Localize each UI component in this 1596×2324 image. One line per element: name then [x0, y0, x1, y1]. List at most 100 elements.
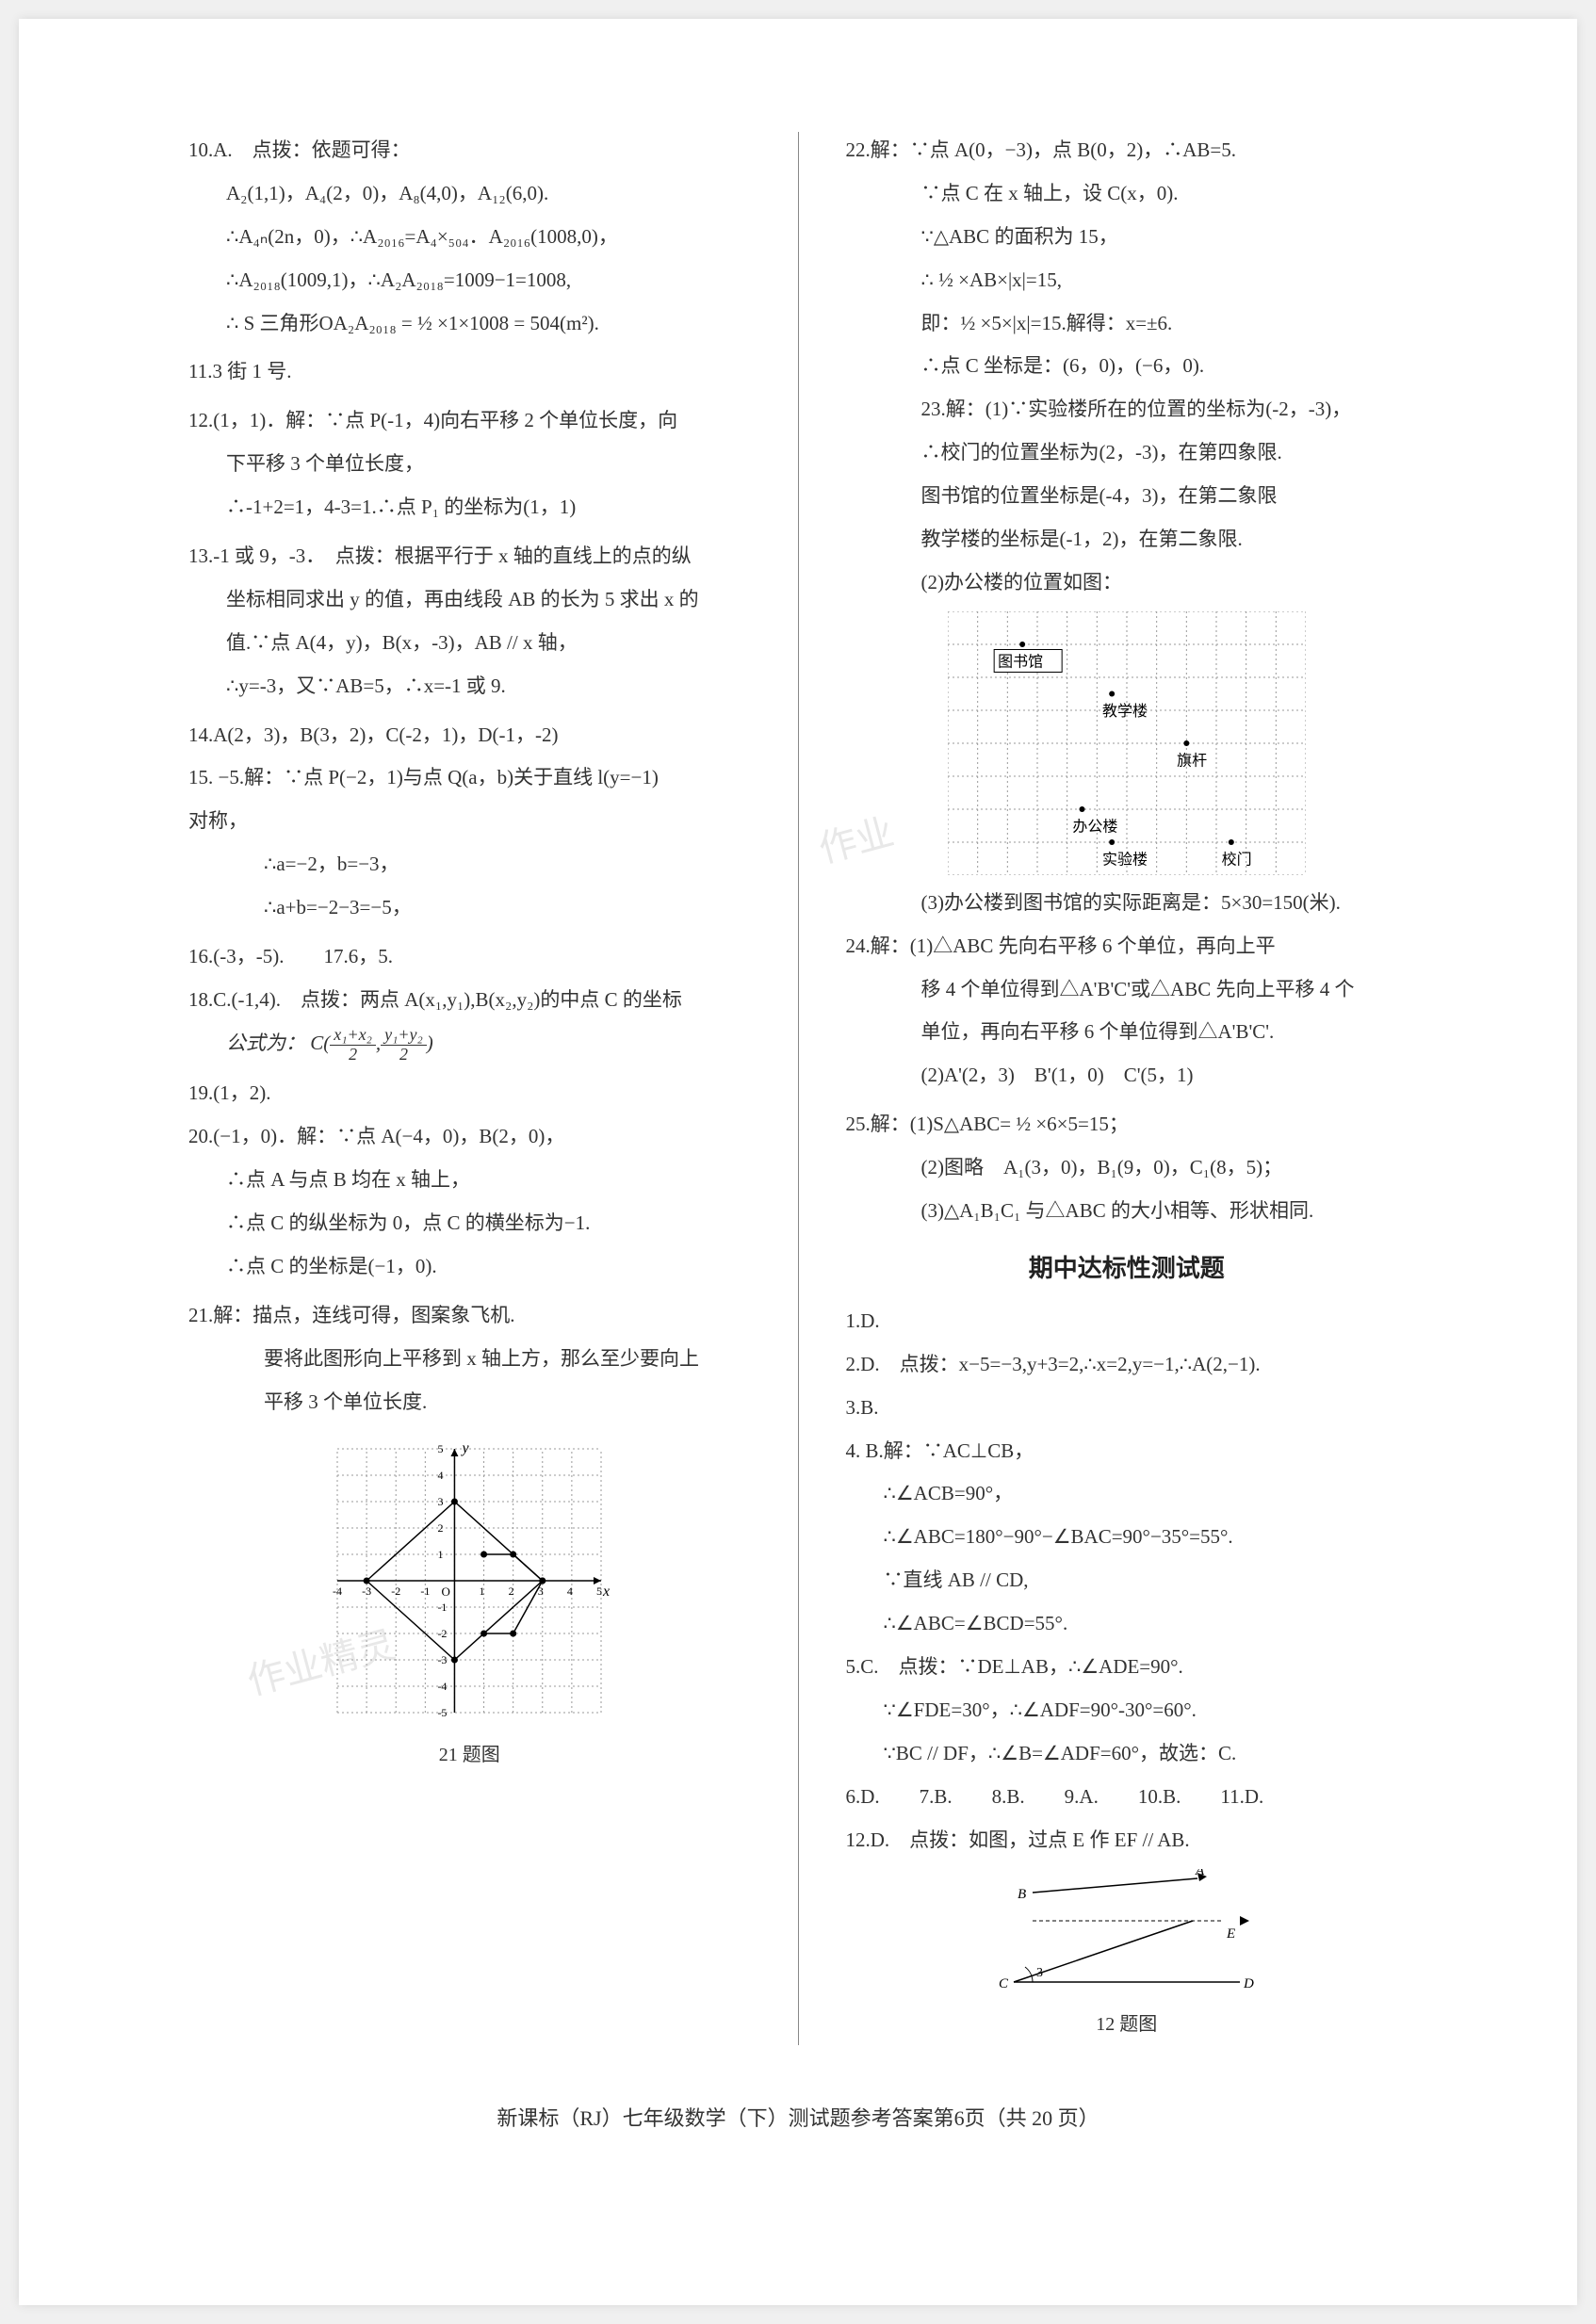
m4-head: 4. B.解：∵AC⊥CB，: [846, 1433, 1409, 1471]
q11: 11.3 街 1 号.: [188, 353, 751, 391]
svg-text:1: 1: [438, 1548, 444, 1561]
q22-l8: 图书馆的位置坐标是(-4，3)，在第二象限: [846, 478, 1409, 515]
q10-head: 10.A. 点拨：依题可得：: [188, 132, 751, 170]
svg-text:-1: -1: [421, 1585, 431, 1598]
m4-l3: ∵直线 AB // CD,: [846, 1562, 1409, 1600]
m3: 3.B.: [846, 1390, 1409, 1427]
q22-l3: ∴ ½ ×AB×|x|=15,: [846, 262, 1409, 300]
q13-l3: ∴y=-3，又∵AB=5，∴x=-1 或 9.: [188, 668, 751, 706]
svg-text:实验楼: 实验楼: [1102, 851, 1148, 868]
m4-l1: ∴∠ACB=90°，: [846, 1475, 1409, 1513]
svg-text:3: 3: [438, 1495, 444, 1508]
svg-text:y: y: [461, 1440, 470, 1456]
figure-23: 图书馆教学楼旗杆办公楼实验楼校门: [846, 611, 1409, 875]
svg-text:5: 5: [438, 1442, 444, 1455]
m4-l4: ∴∠ABC=∠BCD=55°.: [846, 1605, 1409, 1643]
svg-text:旗杆: 旗杆: [1177, 752, 1207, 769]
m2: 2.D. 点拨：x−5=−3,y+3=2,∴x=2,y=−1,∴A(2,−1).: [846, 1346, 1409, 1384]
q22-l1: ∵点 C 在 x 轴上，设 C(x，0).: [846, 175, 1409, 213]
q24-l3: (2)A'(2，3) B'(1，0) C'(5，1): [846, 1057, 1409, 1095]
q12-l1: 下平移 3 个单位长度，: [188, 446, 751, 483]
columns: 10.A. 点拨：依题可得： A₂(1,1)，A₄(2，0)，A₈(4,0)，A…: [188, 132, 1408, 2045]
svg-text:-3: -3: [362, 1585, 371, 1598]
q22-l7: ∴校门的位置坐标为(2，-3)，在第四象限.: [846, 434, 1409, 472]
q10-l3: ∴A₂₀₁₈(1009,1)，∴A₂A₂₀₁₈=1009−1=1008,: [188, 262, 751, 300]
q13-head: 13.-1 或 9，-3． 点拨：根据平行于 x 轴的直线上的点的纵: [188, 538, 751, 576]
q25-l2: (3)△A₁B₁C₁ 与△ABC 的大小相等、形状相同.: [846, 1193, 1409, 1230]
left-column: 10.A. 点拨：依题可得： A₂(1,1)，A₄(2，0)，A₈(4,0)，A…: [188, 132, 751, 2045]
q25-head: 25.解：(1)S△ABC= ½ ×6×5=15；: [846, 1106, 1409, 1144]
svg-text:-2: -2: [438, 1627, 448, 1640]
svg-text:办公楼: 办公楼: [1072, 818, 1117, 835]
page: 10.A. 点拨：依题可得： A₂(1,1)，A₄(2，0)，A₈(4,0)，A…: [19, 19, 1577, 2305]
q20-l3: ∴点 C 的坐标是(−1，0).: [188, 1248, 751, 1286]
q14: 14.A(2，3)，B(3，2)，C(-2，1)，D(-1，-2): [188, 717, 751, 755]
svg-text:3: 3: [1036, 1966, 1043, 1980]
q20-head: 20.(−1，0)．解：∵点 A(−4，0)，B(2，0)，: [188, 1118, 751, 1156]
q20-l1: ∴点 A 与点 B 均在 x 轴上，: [188, 1162, 751, 1199]
fig21-caption: 21 题图: [439, 1739, 500, 1766]
q22-l5: ∴点 C 坐标是：(6，0)，(−6，0).: [846, 348, 1409, 385]
svg-text:C: C: [999, 1976, 1009, 1991]
section-title: 期中达标性测试题: [846, 1249, 1409, 1284]
svg-text:E: E: [1226, 1926, 1235, 1942]
q13-l1: 坐标相同求出 y 的值，再由线段 AB 的长为 5 求出 x 的: [188, 581, 751, 619]
q23-3: (3)办公楼到图书馆的实际距离是：5×30=150(米).: [846, 885, 1409, 922]
svg-text:A: A: [1195, 1869, 1205, 1878]
q22-l6: 23.解：(1)∵实验楼所在的位置的坐标为(-2，-3)，: [846, 391, 1409, 429]
svg-text:校门: 校门: [1221, 851, 1251, 868]
q22-l10: (2)办公楼的位置如图：: [846, 564, 1409, 602]
svg-text:5: 5: [596, 1585, 602, 1598]
svg-text:B: B: [1018, 1887, 1026, 1902]
q15-l2: ∴a=−2，b=−3，: [188, 846, 751, 884]
svg-text:-5: -5: [438, 1706, 448, 1719]
m6: 6.D. 7.B. 8.B. 9.A. 10.B. 11.D.: [846, 1779, 1409, 1816]
q24-head: 24.解：(1)△ABC 先向右平移 6 个单位，再向上平: [846, 928, 1409, 966]
q16: 16.(-3，-5). 17.6，5.: [188, 938, 751, 976]
frac-prefix: C(: [310, 1032, 330, 1054]
svg-text:2: 2: [438, 1521, 444, 1535]
q13-l2: 值.∵点 A(4，y)，B(x，-3)，AB // x 轴，: [188, 625, 751, 662]
svg-text:D: D: [1243, 1976, 1254, 1991]
q24-l2: 单位，再向右平移 6 个单位得到△A'B'C'.: [846, 1014, 1409, 1051]
m1: 1.D.: [846, 1303, 1409, 1341]
svg-text:2: 2: [509, 1585, 514, 1598]
q18-head: 18.C.(-1,4). 点拨：两点 A(x₁,y₁),B(x₂,y₂)的中点 …: [188, 982, 751, 1019]
svg-text:x: x: [602, 1584, 610, 1600]
q18-formula-label: 公式为：: [226, 1032, 305, 1054]
figure-12: 3 A B E C D 12 题图: [846, 1869, 1409, 2036]
right-column: 22.解：∵点 A(0，−3)，点 B(0，2)，∴AB=5. ∵点 C 在 x…: [846, 132, 1409, 2045]
q20-l2: ∴点 C 的纵坐标为 0，点 C 的横坐标为−1.: [188, 1205, 751, 1243]
frac-den: 2: [330, 1046, 376, 1064]
q18-formula: 公式为： C(x₁+x₂2,y₁+y₂2): [188, 1025, 751, 1064]
q22-head: 22.解：∵点 A(0，−3)，点 B(0，2)，∴AB=5.: [846, 132, 1409, 170]
q15-l3: ∴a+b=−2−3=−5，: [188, 889, 751, 927]
q15-head: 15. −5.解：∵点 P(−2，1)与点 Q(a，b)关于直线 l(y=−1): [188, 759, 751, 797]
q22-l2: ∵△ABC 的面积为 15，: [846, 219, 1409, 256]
frac-num: y₁+y₂: [381, 1026, 427, 1046]
svg-text:O: O: [442, 1585, 450, 1599]
q22-l9: 教学楼的坐标是(-1，2)，在第二象限.: [846, 521, 1409, 559]
svg-text:1: 1: [480, 1585, 485, 1598]
svg-text:4: 4: [567, 1585, 573, 1598]
frac-suffix: ): [427, 1032, 433, 1054]
column-divider: [798, 132, 799, 2045]
svg-text:-4: -4: [333, 1585, 342, 1598]
m4-l2: ∴∠ABC=180°−90°−∠BAC=90°−35°=55°.: [846, 1519, 1409, 1556]
q22-l4: 即：½ ×5×|x|=15.解得：x=±6.: [846, 305, 1409, 343]
svg-text:-2: -2: [391, 1585, 400, 1598]
svg-text:-1: -1: [438, 1601, 448, 1614]
fig12-caption: 12 题图: [1096, 2008, 1157, 2036]
chart23-svg: 图书馆教学楼旗杆办公楼实验楼校门: [948, 611, 1306, 875]
q25-l1: (2)图略 A₁(3，0)，B₁(9，0)，C₁(8，5)；: [846, 1149, 1409, 1187]
m5-l1: ∵∠FDE=30°，∴∠ADF=90°-30°=60°.: [846, 1692, 1409, 1730]
svg-text:图书馆: 图书馆: [998, 653, 1043, 670]
q10-l4: ∴ S 三角形OA₂A₂₀₁₈ = ½ ×1×1008 = 504(m²).: [188, 305, 751, 343]
svg-text:-4: -4: [438, 1680, 448, 1693]
q12-head: 12.(1，1)．解：∵点 P(-1，4)向右平移 2 个单位长度，向: [188, 402, 751, 440]
fraction-2: y₁+y₂2: [381, 1026, 427, 1064]
m5-l2: ∵BC // DF，∴∠B=∠ADF=60°，故选：C.: [846, 1735, 1409, 1773]
fraction-1: x₁+x₂2: [330, 1026, 376, 1064]
frac-num: x₁+x₂: [330, 1026, 376, 1046]
chart12-svg: 3 A B E C D: [976, 1869, 1278, 2001]
